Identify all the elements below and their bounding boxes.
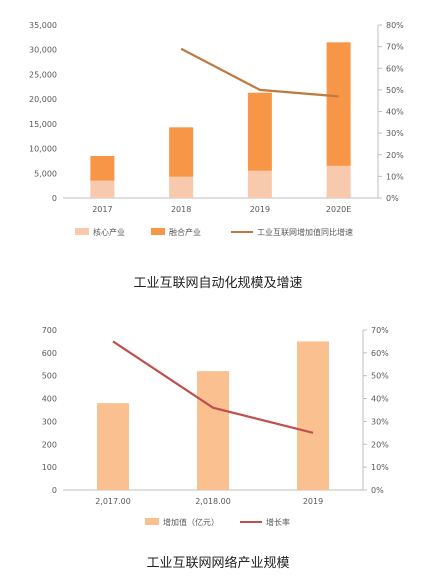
chart-1-y-right-tick: 80%	[386, 21, 404, 30]
chart-2-y-right-tick: 20%	[371, 440, 389, 449]
chart-1-plot: 0 5,000 10,000 15,000 20,000 25,000 30,000 35,0…	[29, 21, 404, 237]
chart-1-bar-1	[169, 176, 194, 198]
chart-2-y-left-tick: 600	[42, 349, 57, 358]
chart-1-legend-label: 核心产业	[93, 227, 125, 237]
chart-2-y-left-tick: 0	[52, 486, 57, 495]
chart-2-y-left-tick: 500	[42, 372, 57, 381]
chart-2-bar-1	[297, 341, 329, 490]
chart-1-x-tick: 2019	[250, 205, 270, 214]
chart-2-plot: 0 100 200 300 400 500 600 700 0% 10% 20% 30% 40% 50% 6…	[42, 326, 389, 527]
chart-2-x-tick: 2,017.00	[95, 497, 131, 506]
chart-2-y-left-tick: 300	[42, 417, 57, 426]
chart-2-line-series-1	[112, 340, 314, 434]
chart-1-y-left-tick: 10,000	[29, 145, 57, 154]
chart-1-legend-swatch	[75, 228, 89, 235]
chart-1-y-right-tick: 40%	[386, 108, 404, 117]
chart-1-bar-2	[247, 92, 272, 171]
chart-2-x-tick: 2,018.00	[195, 497, 231, 506]
chart-1-y-right-tick: 70%	[386, 43, 404, 52]
chart-2-y-right-tick: 40%	[371, 395, 389, 404]
chart-1-bar-2	[90, 155, 115, 181]
chart-2-x-tick: 2019	[303, 497, 323, 506]
chart-1-bar-1	[90, 180, 115, 198]
chart-1-y-left-tick: 30,000	[29, 46, 57, 55]
chart-1-legend-label: 工业互联网增加值同比增速	[257, 227, 353, 237]
chart-1-y-right-tick: 30%	[386, 129, 404, 138]
chart-2-y-left-tick: 400	[42, 395, 57, 404]
chart-2-legend-label: 增加值（亿元）	[163, 517, 219, 527]
chart-2-y-right-tick: 70%	[371, 326, 389, 335]
chart-1-legend-label: 融合产业	[169, 227, 201, 237]
chart-1-y-right-tick: 0%	[386, 194, 399, 203]
chart-1-caption: 工业互联网自动化规模及增速	[133, 276, 303, 291]
chart-1-bar-2	[169, 127, 194, 177]
chart-1-y-left-tick: 20,000	[29, 95, 57, 104]
chart-1-bar-1	[326, 165, 351, 198]
chart-1-x-tick: 2017	[92, 205, 112, 214]
chart-2-y-right-tick: 30%	[371, 417, 389, 426]
chart-1-y-right-tick: 10%	[386, 172, 404, 181]
chart-1-y-left-tick: 5,000	[34, 169, 57, 178]
chart-2-y-right-tick: 50%	[371, 372, 389, 381]
chart-2-caption: 工业互联网网络产业规模	[146, 556, 290, 571]
chart-2-y-left-tick: 700	[42, 326, 57, 335]
chart-2-y-right-tick: 0%	[371, 486, 384, 495]
chart-2-bar-1	[97, 403, 129, 490]
chart-1-bar-2	[326, 42, 351, 166]
chart-2-legend-label: 增长率	[266, 517, 290, 527]
chart-2-bar-1	[197, 371, 229, 490]
chart-2-legend-swatch	[145, 518, 159, 525]
chart-2-y-right-tick: 60%	[371, 349, 389, 358]
chart-1-bar-1	[247, 170, 272, 198]
chart-1-y-left-tick: 35,000	[29, 21, 57, 30]
chart-1-y-left-tick: 15,000	[29, 120, 57, 129]
chart-2-y-left-tick: 200	[42, 440, 57, 449]
chart-1-y-left-tick: 25,000	[29, 70, 57, 79]
chart-1: 0 5,000 10,000 15,000 20,000 25,000 30,000 35,0…	[29, 21, 404, 291]
chart-1-x-tick: 2020E	[326, 205, 351, 214]
chart-2: 0 100 200 300 400 500 600 700 0% 10% 20% 30% 40% 50% 6…	[0, 300, 436, 576]
chart-1-line-series-1	[180, 47, 339, 98]
chart-2-y-left-tick: 100	[42, 463, 57, 472]
chart-1-y-right-tick: 60%	[386, 64, 404, 73]
chart-2-y-right-tick: 10%	[371, 463, 389, 472]
chart-1-y-left-tick: 0	[52, 194, 57, 203]
chart-1-x-tick: 2018	[171, 205, 191, 214]
chart-1-legend-swatch	[151, 228, 165, 235]
chart-1-y-right-tick: 20%	[386, 151, 404, 160]
chart-1-y-right-tick: 50%	[386, 86, 404, 95]
